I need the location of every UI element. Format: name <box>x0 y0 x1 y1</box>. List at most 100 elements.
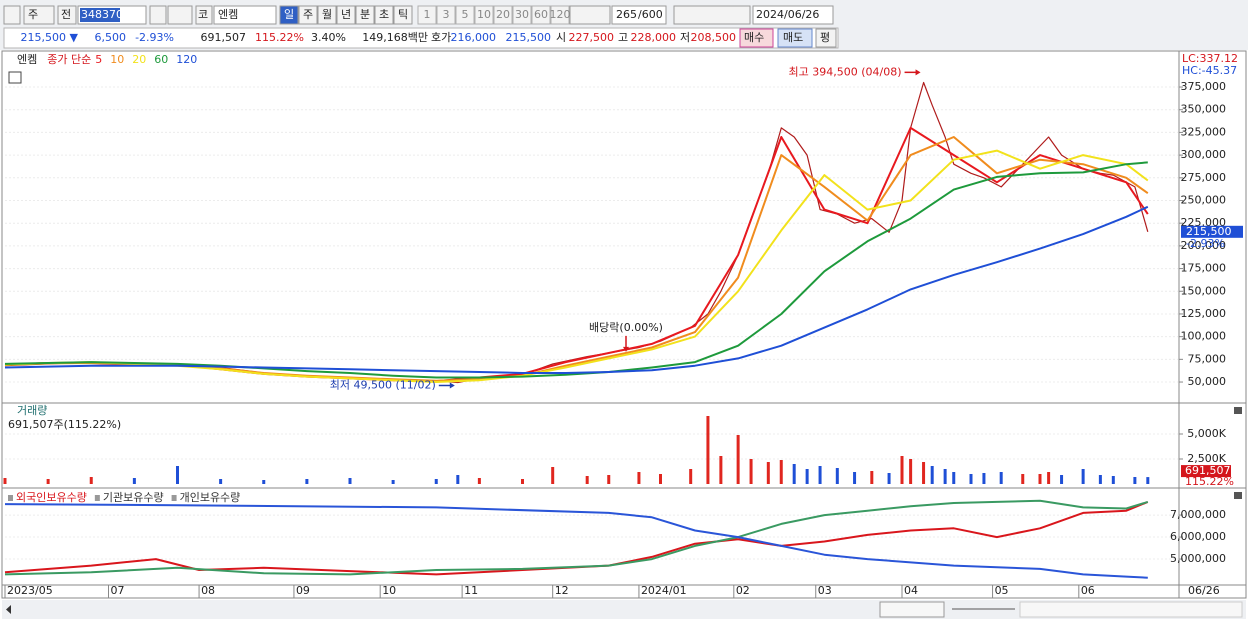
period: 틱 <box>398 8 408 21</box>
volume-bar <box>262 480 266 484</box>
date: 2024/06/26 <box>756 8 819 21</box>
x-tick-label: 02 <box>736 584 750 597</box>
legend-entry: 60 <box>154 53 168 66</box>
volume-bar <box>982 473 986 484</box>
buy-button[interactable] <box>739 28 774 48</box>
minute-button[interactable] <box>436 5 456 25</box>
ask: 216,000 <box>451 31 497 44</box>
y-tick-label: 100,000 <box>1181 330 1227 343</box>
minute-button[interactable] <box>531 5 551 25</box>
exchange: 코 <box>198 8 208 21</box>
minute-button[interactable] <box>455 5 475 25</box>
hc-label: HC:-45.37 <box>1182 64 1237 77</box>
minute-button[interactable] <box>550 5 570 25</box>
minute-button[interactable] <box>417 5 437 25</box>
close-panel[interactable] <box>1234 407 1242 414</box>
volume-bar <box>779 460 783 484</box>
volume-bar <box>434 479 438 484</box>
x-tick-label: 08 <box>201 584 215 597</box>
period-button[interactable] <box>279 5 299 25</box>
legend-series: 엔켐 <box>17 53 37 66</box>
y-tick-label: 175,000 <box>1181 262 1227 275</box>
volume-bar <box>749 459 753 484</box>
legend-entry: 개인보유수량 <box>180 491 241 504</box>
sell: 매도 <box>783 31 803 44</box>
volume-bar <box>943 469 947 484</box>
volume: 691,507 <box>201 31 247 44</box>
period-button[interactable] <box>336 5 356 25</box>
panel-icon[interactable] <box>8 71 22 84</box>
volume-bar <box>89 477 93 484</box>
volume-bar <box>922 462 926 484</box>
minute-button[interactable] <box>474 5 494 25</box>
volume-bar <box>1146 477 1150 484</box>
play-controls[interactable] <box>879 601 945 618</box>
volume-bar <box>719 456 723 484</box>
minute: 5 <box>462 8 469 21</box>
stock-name: 엔켐 <box>218 8 238 21</box>
volume-bar <box>46 479 50 484</box>
prev-button[interactable] <box>57 5 77 25</box>
legend-icon <box>171 495 177 501</box>
volume-bar <box>689 469 693 484</box>
minute-button[interactable] <box>512 5 532 25</box>
count-input[interactable] <box>611 5 667 25</box>
volume-bar <box>551 467 555 484</box>
tool-icons[interactable] <box>673 5 751 25</box>
open-label: 시 <box>556 31 566 44</box>
buy: 매수 <box>744 31 764 44</box>
annotation: 최저 49,500 (11/02) <box>330 378 436 391</box>
count: 265 <box>616 8 637 21</box>
code: 348370 <box>81 8 123 21</box>
volume-bar <box>930 466 934 484</box>
volume-bar <box>818 466 822 484</box>
close-panel[interactable] <box>1234 492 1242 499</box>
scroll-left[interactable] <box>6 605 11 614</box>
count-select[interactable] <box>569 5 611 25</box>
legend-icon <box>94 495 100 501</box>
volume-bar <box>305 479 309 484</box>
period-buttons: 일 주 월 년 분 초 틱 1 3 5 10 20 30 60 120 <box>279 5 571 25</box>
drawing-tools[interactable] <box>1019 601 1243 618</box>
volume-bar <box>952 472 956 484</box>
series-line <box>4 205 1149 374</box>
period-button[interactable] <box>355 5 375 25</box>
menu-icon[interactable] <box>3 5 21 25</box>
date-input[interactable] <box>752 5 834 25</box>
volume-bar <box>1047 472 1051 484</box>
volume-bar <box>870 471 874 484</box>
bid: 215,500 <box>506 31 552 44</box>
bid-ask-label: 호가 <box>431 31 451 44</box>
exchange-box[interactable] <box>195 5 213 25</box>
minute: 60 <box>534 8 548 21</box>
avg-button[interactable] <box>815 28 837 48</box>
y-tick-label: 300,000 <box>1181 148 1227 161</box>
x-tick-label: 12 <box>555 584 569 597</box>
sound-button[interactable] <box>167 5 193 25</box>
market-select[interactable] <box>23 5 55 25</box>
volume-bar <box>766 462 770 484</box>
volume-bar <box>805 469 809 484</box>
ratio-label: 115.22% <box>1185 475 1234 488</box>
period: 주 <box>303 8 313 21</box>
sell-button[interactable] <box>777 28 813 48</box>
minute: 20 <box>496 8 510 21</box>
period-button[interactable] <box>374 5 394 25</box>
minute: 120 <box>550 8 571 21</box>
x-tick-label: 06 <box>1081 584 1095 597</box>
period-button[interactable] <box>317 5 337 25</box>
legend-entry: 10 <box>110 53 124 66</box>
minute-button[interactable] <box>493 5 513 25</box>
legend-icon <box>8 495 13 501</box>
chart-frame <box>1 50 1247 599</box>
lc-label: LC:337.12 <box>1182 52 1238 65</box>
y-tick-label: 75,000 <box>1188 352 1227 365</box>
code-selection <box>80 8 120 22</box>
turnover: 3.40% <box>311 31 346 44</box>
x-tick-label: 11 <box>464 584 478 597</box>
volume-bar <box>521 479 524 484</box>
search-button[interactable] <box>149 5 167 25</box>
name-input[interactable] <box>213 5 277 25</box>
period-button[interactable] <box>298 5 318 25</box>
period-button[interactable] <box>393 5 413 25</box>
